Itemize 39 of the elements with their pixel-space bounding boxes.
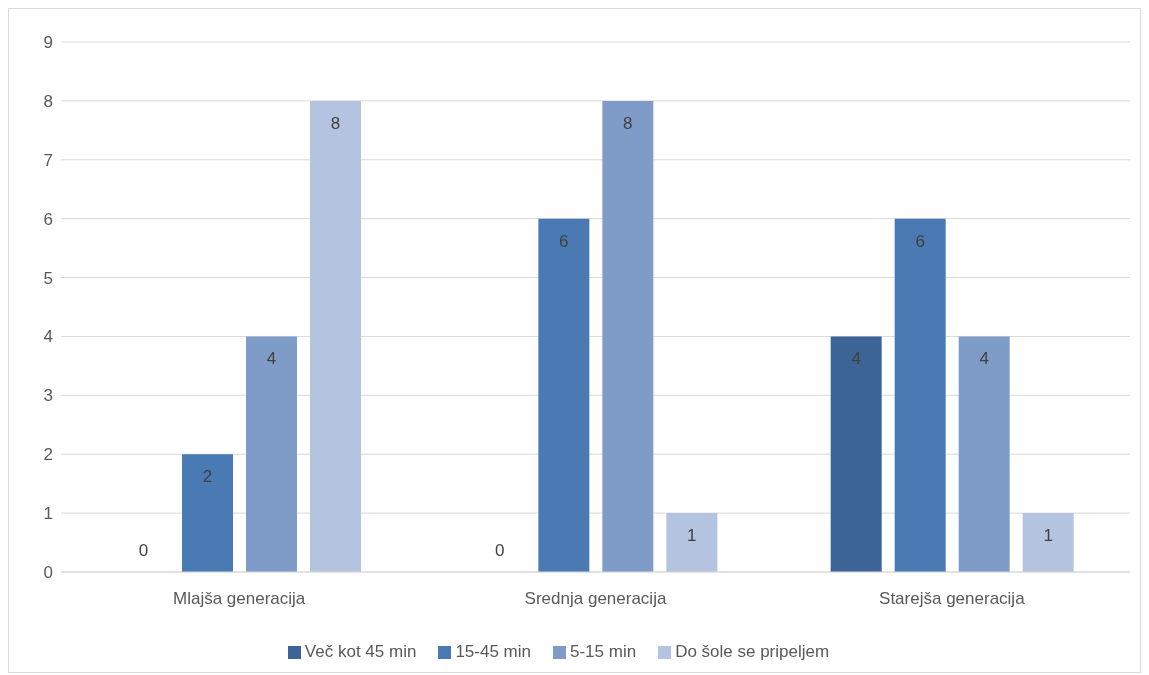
legend-label: 5-15 min: [569, 642, 637, 661]
bar: [246, 336, 298, 572]
y-tick-label: 1: [43, 504, 53, 524]
y-tick-label: 9: [43, 33, 53, 53]
data-label: 4: [979, 349, 989, 369]
legend-label: Več kot 45 min: [304, 642, 417, 661]
y-tick-label: 0: [43, 563, 53, 583]
data-label: 6: [915, 231, 925, 251]
y-tick-label: 8: [43, 91, 53, 111]
y-tick-label: 7: [43, 150, 53, 170]
x-tick-label: Srednja generacija: [524, 589, 667, 609]
bar: [182, 454, 234, 572]
legend-label: Do šole se pripeljem: [675, 642, 830, 661]
bar: [666, 513, 718, 572]
data-label: 8: [623, 113, 633, 133]
y-tick-label: 5: [43, 268, 53, 288]
data-label: 0: [138, 540, 149, 560]
x-tick-label: Mlajša generacija: [173, 589, 306, 609]
bar: [894, 218, 946, 572]
bar: [538, 218, 590, 572]
x-tick-label: Starejša generacija: [879, 589, 1026, 609]
data-label: 4: [851, 349, 861, 369]
y-tick-label: 6: [43, 209, 53, 229]
y-tick-label: 3: [43, 386, 53, 406]
y-tick-label: 2: [43, 445, 53, 465]
bar: [310, 100, 362, 572]
legend-label: 15-45 min: [455, 642, 531, 661]
data-label: 2: [202, 467, 213, 487]
data-label: 1: [687, 526, 697, 546]
data-label: 6: [559, 231, 569, 251]
bar: [830, 336, 882, 572]
data-label: 8: [330, 113, 341, 133]
y-tick-label: 4: [43, 327, 53, 347]
data-label: 1: [1043, 526, 1053, 546]
data-label: 4: [266, 349, 277, 369]
bar: [602, 100, 654, 572]
data-label: 0: [495, 540, 505, 560]
bar: [1022, 513, 1074, 572]
bar: [958, 336, 1010, 572]
